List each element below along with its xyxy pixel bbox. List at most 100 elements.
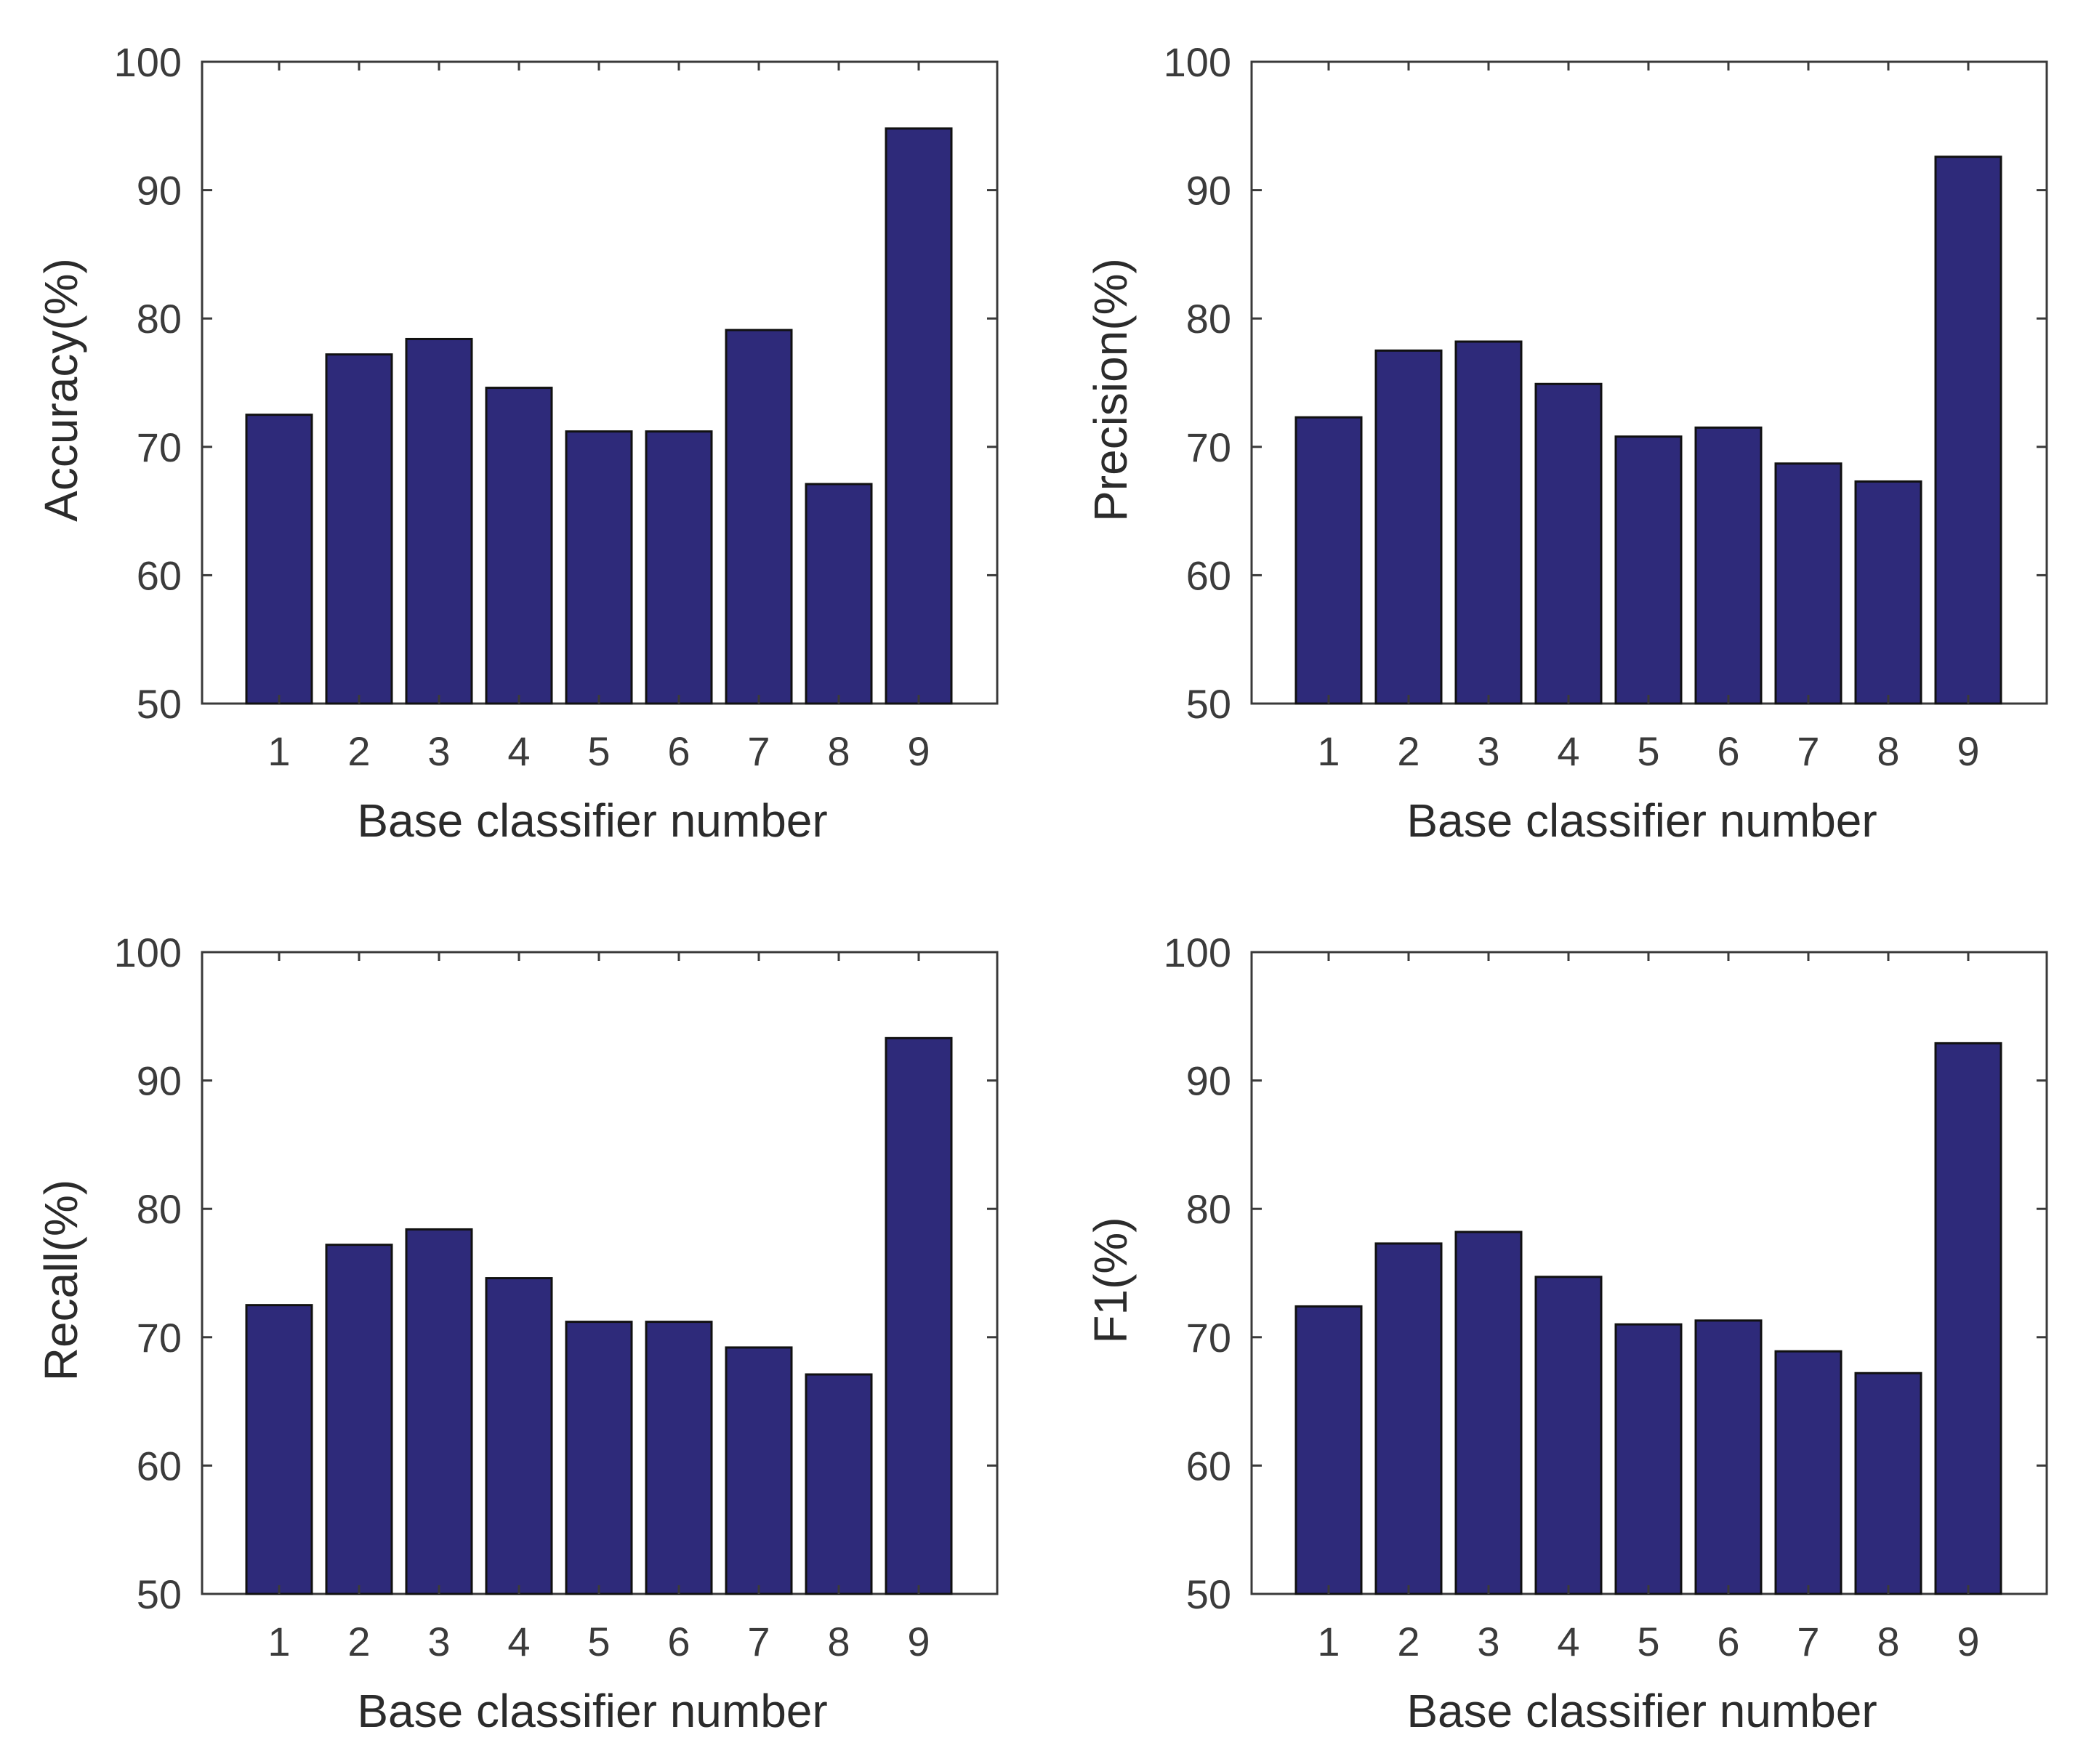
bar-7: [1774, 462, 1843, 705]
x-tick-label: 8: [1877, 728, 1899, 774]
bar-9: [885, 1036, 953, 1595]
bar-6: [645, 430, 713, 705]
x-tick-label: 2: [1397, 1619, 1419, 1664]
x-tick-label: 4: [507, 728, 530, 774]
y-axis-label: F1(%): [1084, 1217, 1137, 1343]
x-tick-label: 6: [667, 728, 690, 774]
bar-2: [325, 353, 393, 705]
y-tick-label: 100: [1164, 39, 1231, 85]
x-tick-label: 9: [1957, 1619, 1979, 1664]
bar-9: [1934, 1042, 2002, 1595]
chart-panel-3: 1 2 3 4 5 6 7 8 9 50 60 70 80 90 100 Base classifier nu…: [35, 930, 999, 1737]
x-tick-label: 6: [1717, 1619, 1739, 1664]
bar-1: [1294, 1305, 1363, 1595]
x-axis-label: Base classifier number: [357, 794, 827, 847]
y-tick-label: 100: [114, 930, 182, 975]
bar-8: [805, 483, 873, 705]
bar-3: [405, 337, 473, 705]
y-tick-label: 100: [1164, 930, 1231, 975]
y-tick-label: 70: [137, 424, 182, 470]
x-tick-label: 2: [1397, 728, 1419, 774]
bar-8: [1854, 480, 1922, 705]
y-tick-label: 50: [137, 681, 182, 727]
bar-1: [245, 1304, 313, 1595]
y-tick-label: 80: [137, 296, 182, 342]
x-tick-label: 3: [1477, 1619, 1499, 1664]
bar-2: [1374, 1242, 1443, 1595]
x-axis-label: Base classifier number: [357, 1685, 827, 1737]
y-tick-label: 90: [137, 1058, 182, 1104]
bar-7: [1774, 1350, 1843, 1595]
bar-6: [1694, 426, 1763, 705]
x-tick-label: 1: [1317, 1619, 1340, 1664]
x-tick-label: 4: [1557, 1619, 1579, 1664]
bar-7: [725, 329, 793, 705]
chart-panel-2: 1 2 3 4 5 6 7 8 9 50 60 70 80 90 100 Base classifier nu…: [1084, 39, 2048, 847]
bar-9: [1934, 156, 2002, 705]
x-tick-label: 2: [347, 1619, 370, 1664]
y-tick-label: 70: [1186, 424, 1231, 470]
bar-3: [1454, 340, 1523, 705]
y-tick-label: 80: [1186, 1186, 1231, 1232]
bar-5: [565, 430, 633, 705]
x-tick-label: 4: [507, 1619, 530, 1664]
y-tick-label: 50: [1186, 1571, 1231, 1617]
y-tick-label: 60: [137, 1443, 182, 1489]
x-tick-label: 1: [267, 728, 290, 774]
x-tick-label: 7: [747, 1619, 770, 1664]
y-tick-label: 80: [137, 1186, 182, 1232]
bar-4: [485, 1277, 553, 1595]
bar-5: [565, 1321, 633, 1595]
y-tick-label: 100: [114, 39, 182, 85]
bar-5: [1614, 1323, 1683, 1595]
x-axis-label: Base classifier number: [1406, 1685, 1877, 1737]
x-tick-label: 5: [587, 1619, 610, 1664]
y-tick-label: 60: [137, 552, 182, 598]
bar-3: [405, 1228, 473, 1595]
bar-6: [645, 1321, 713, 1595]
y-tick-label: 90: [1186, 168, 1231, 214]
x-tick-label: 3: [427, 728, 450, 774]
bar-1: [1294, 416, 1363, 705]
bar-7: [725, 1346, 793, 1595]
x-tick-label: 1: [267, 1619, 290, 1664]
y-tick-label: 80: [1186, 296, 1231, 342]
y-tick-label: 60: [1186, 1443, 1231, 1489]
x-axis-label: Base classifier number: [1406, 794, 1877, 847]
x-tick-label: 8: [1877, 1619, 1899, 1664]
y-tick-label: 90: [137, 168, 182, 214]
x-tick-label: 9: [907, 1619, 930, 1664]
bar-4: [485, 387, 553, 705]
chart-panel-1: 1 2 3 4 5 6 7 8 9 50 60 70 80 90 100 Base classifier nu…: [35, 39, 999, 847]
x-tick-label: 7: [1797, 728, 1819, 774]
y-tick-label: 70: [137, 1315, 182, 1361]
y-axis-label: Recall(%): [35, 1180, 87, 1381]
x-tick-label: 8: [827, 728, 850, 774]
bar-9: [885, 127, 953, 705]
x-tick-label: 9: [1957, 728, 1979, 774]
x-tick-label: 6: [1717, 728, 1739, 774]
bar-8: [1854, 1372, 1922, 1595]
bar-2: [325, 1244, 393, 1595]
x-tick-label: 7: [1797, 1619, 1819, 1664]
x-tick-label: 3: [1477, 728, 1499, 774]
y-tick-label: 60: [1186, 552, 1231, 598]
bar-6: [1694, 1319, 1763, 1595]
x-tick-label: 2: [347, 728, 370, 774]
bar-3: [1454, 1231, 1523, 1595]
x-tick-label: 5: [587, 728, 610, 774]
bar-2: [1374, 349, 1443, 705]
x-tick-label: 5: [1637, 728, 1659, 774]
bar-5: [1614, 435, 1683, 705]
bar-4: [1534, 1276, 1603, 1595]
x-tick-label: 8: [827, 1619, 850, 1664]
y-axis-label: Accuracy(%): [35, 258, 87, 522]
x-tick-label: 3: [427, 1619, 450, 1664]
chart-panel-4: 1 2 3 4 5 6 7 8 9 50 60 70 80 90 100 Base classifier nu…: [1084, 930, 2048, 1737]
y-tick-label: 90: [1186, 1058, 1231, 1104]
x-tick-label: 6: [667, 1619, 690, 1664]
y-tick-label: 70: [1186, 1315, 1231, 1361]
y-axis-label: Precision(%): [1084, 258, 1137, 522]
x-tick-label: 5: [1637, 1619, 1659, 1664]
